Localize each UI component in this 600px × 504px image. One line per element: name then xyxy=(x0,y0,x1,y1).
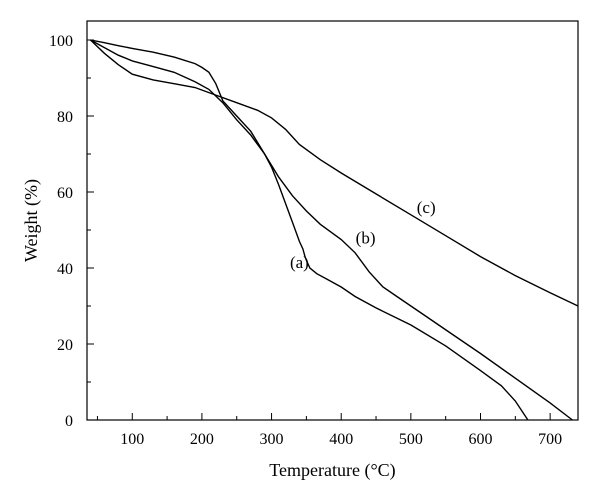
y-tick-label: 80 xyxy=(57,109,73,126)
x-tick-label: 200 xyxy=(190,431,214,448)
series-label-1: (b) xyxy=(356,228,376,247)
series-labels: (a) (b) (c) xyxy=(290,198,436,272)
x-tick-label: 600 xyxy=(468,431,492,448)
curves xyxy=(90,39,579,421)
x-tick-label: 400 xyxy=(329,431,353,448)
x-tick-label: 700 xyxy=(538,431,562,448)
y-axis-label: Weight (%) xyxy=(21,179,42,262)
axes: 100 200 300 400 500 600 700 0 20 40 60 80 100 xyxy=(49,20,579,448)
series-line-2 xyxy=(90,39,579,307)
y-tick-label: 40 xyxy=(57,261,73,278)
x-tick-label: 100 xyxy=(120,431,144,448)
x-axis-label: Temperature (°C) xyxy=(269,460,395,481)
series-line-1 xyxy=(90,39,573,421)
series-label-0: (a) xyxy=(290,253,309,272)
y-tick-label: 20 xyxy=(57,337,73,354)
series-label-2: (c) xyxy=(417,198,436,217)
y-tick-label: 0 xyxy=(65,413,73,430)
x-tick-label: 500 xyxy=(399,431,423,448)
y-tick-label: 100 xyxy=(49,33,73,50)
series-line-0 xyxy=(90,39,529,421)
x-tick-label: 300 xyxy=(260,431,284,448)
plot-frame xyxy=(86,20,579,421)
y-tick-label: 60 xyxy=(57,185,73,202)
